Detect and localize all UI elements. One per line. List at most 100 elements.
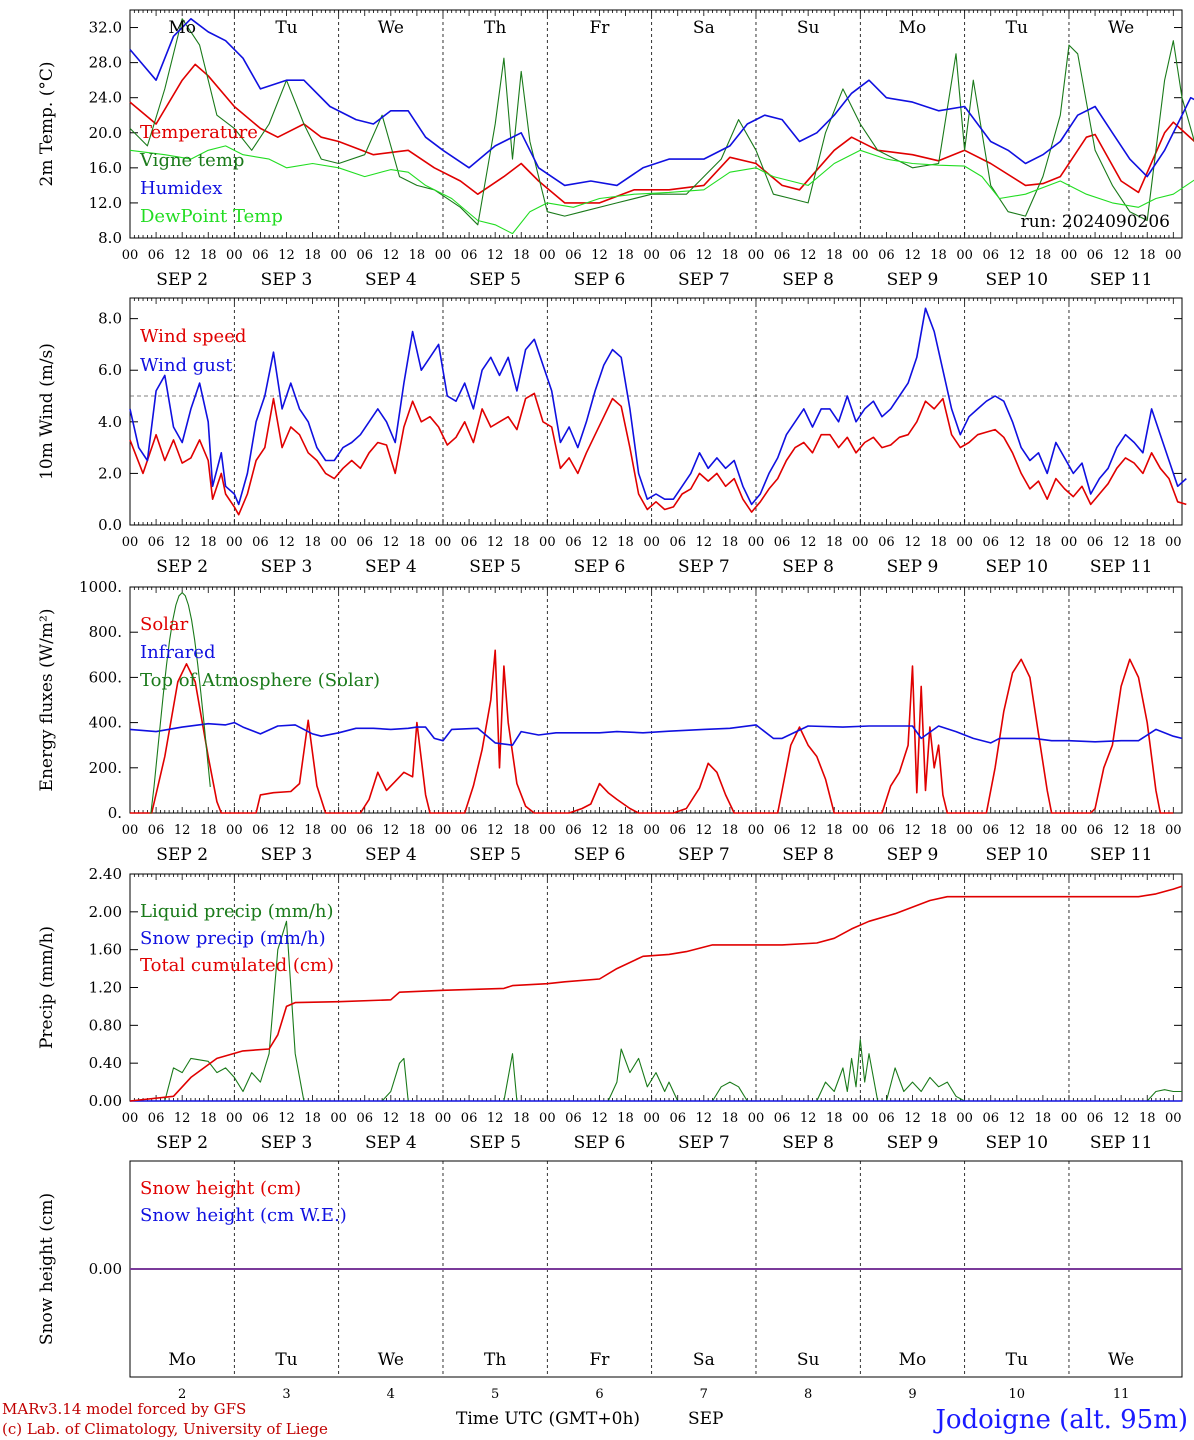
legend-entry: Total cumulated (cm) [140, 955, 334, 976]
hour-label: 12 [383, 535, 400, 550]
weekday-label: Sa [693, 1350, 715, 1370]
panel-energy: 1000. 800. 600. 400. 200. 0. Energy fluxes (W/… [37, 578, 1183, 865]
hour-label: 12 [487, 535, 504, 550]
date-label: SEP 2 [156, 557, 208, 577]
hour-label: 06 [774, 535, 791, 550]
hour-label: 12 [1113, 823, 1130, 838]
hour-label: 12 [696, 823, 713, 838]
date-label: SEP 10 [986, 1133, 1049, 1153]
hour-label: 00 [956, 823, 973, 838]
panel-frame [129, 586, 1183, 814]
y-tick-label: 32.0 [89, 19, 122, 37]
date-label: SEP 4 [365, 270, 417, 290]
hour-label: 06 [878, 823, 895, 838]
weekday-label: We [378, 1350, 404, 1370]
date-label: SEP 7 [678, 1133, 730, 1153]
panel-frame [129, 297, 1183, 526]
hour-label: 12 [800, 248, 817, 263]
hour-label: 00 [435, 535, 452, 550]
day-number: 4 [387, 1387, 395, 1402]
hour-label: 12 [278, 1111, 295, 1126]
hour-label: 06 [461, 823, 478, 838]
x-axis-label: Time UTC (GMT+0h) [456, 1409, 640, 1429]
y-tick-label: 1.60 [89, 941, 122, 959]
series-infrared [129, 721, 1183, 746]
series-top-of-atmosphere-solar [149, 592, 211, 814]
date-label: SEP 11 [1090, 1133, 1153, 1153]
y-tick-label: 0.80 [89, 1016, 122, 1034]
hour-label: 18 [304, 535, 321, 550]
legend-entry: DewPoint Temp [140, 206, 283, 227]
day-number: 10 [1009, 1387, 1026, 1402]
date-label: SEP 5 [469, 845, 521, 865]
panel-snow: 0.00 Snow height (cm) Snow height (cm) Snow… [37, 1160, 1183, 1378]
model-credit: MARv3.14 model forced by GFS [2, 1400, 246, 1418]
day-number: 11 [1113, 1387, 1130, 1402]
hour-label: 00 [539, 248, 556, 263]
hour-label: 00 [435, 823, 452, 838]
hour-label: 06 [878, 1111, 895, 1126]
hour-label: 18 [930, 1111, 947, 1126]
date-label: SEP 9 [887, 270, 939, 290]
hour-label: 18 [826, 1111, 843, 1126]
y-tick-label: 800. [89, 623, 122, 641]
y-axis-label: 2m Temp. (°C) [37, 61, 57, 186]
hour-label: 12 [904, 823, 921, 838]
hour-label: 18 [513, 823, 530, 838]
hour-label: 06 [148, 248, 165, 263]
hour-label: 18 [617, 1111, 634, 1126]
series-humidex [129, 18, 1194, 187]
hour-label: 00 [330, 248, 347, 263]
legend-entry: Temperature [140, 122, 258, 143]
hour-label: 12 [1113, 1111, 1130, 1126]
hour-label: 00 [1165, 1111, 1182, 1126]
panel-wind: 8.0 6.0 4.0 2.0 0.0 10m Wind (m/s) Wind speed W… [37, 297, 1187, 577]
run-label: run: 2024090206 [1021, 212, 1170, 232]
date-label: SEP 6 [574, 1133, 626, 1153]
hour-label: 06 [1087, 535, 1104, 550]
hour-label: 18 [513, 1111, 530, 1126]
weekday-label: Su [797, 18, 820, 38]
date-label: SEP 6 [574, 270, 626, 290]
hour-label: 18 [1139, 1111, 1156, 1126]
hour-label: 06 [1087, 1111, 1104, 1126]
hour-label: 00 [122, 248, 139, 263]
y-tick-label: 200. [89, 759, 122, 777]
weekday-label: Fr [590, 1350, 611, 1370]
date-label: SEP 5 [469, 557, 521, 577]
hour-label: 18 [1035, 1111, 1052, 1126]
date-label: SEP 8 [782, 270, 834, 290]
hour-label: 00 [748, 823, 765, 838]
hour-label: 12 [278, 535, 295, 550]
hour-label: 06 [774, 823, 791, 838]
day-number: 5 [491, 1387, 499, 1402]
hour-label: 00 [226, 535, 243, 550]
hour-label: 00 [330, 823, 347, 838]
hour-label: 12 [800, 535, 817, 550]
y-tick-label: 600. [89, 668, 122, 686]
y-tick-label: 4.0 [98, 413, 122, 431]
hour-label: 12 [278, 248, 295, 263]
hour-label: 06 [878, 535, 895, 550]
weekday-label: Tu [1006, 1350, 1028, 1370]
hour-label: 06 [669, 248, 686, 263]
hour-label: 00 [1165, 535, 1182, 550]
series-vigne-temp [129, 18, 1194, 226]
hour-label: 06 [148, 535, 165, 550]
hour-label: 18 [826, 248, 843, 263]
y-tick-label: 28.0 [89, 54, 122, 72]
hour-label: 12 [696, 535, 713, 550]
hour-label: 18 [200, 1111, 217, 1126]
hour-label: 12 [174, 248, 191, 263]
hour-label: 00 [748, 535, 765, 550]
hour-label: 06 [356, 1111, 373, 1126]
hour-label: 00 [330, 1111, 347, 1126]
weekday-label: We [1108, 1350, 1134, 1370]
date-label: SEP 3 [261, 845, 313, 865]
hour-label: 06 [982, 1111, 999, 1126]
legend-entry: Snow precip (mm/h) [140, 928, 326, 949]
hour-label: 06 [565, 248, 582, 263]
y-tick-label: 16.0 [89, 159, 122, 177]
weekday-label: Th [484, 18, 506, 38]
